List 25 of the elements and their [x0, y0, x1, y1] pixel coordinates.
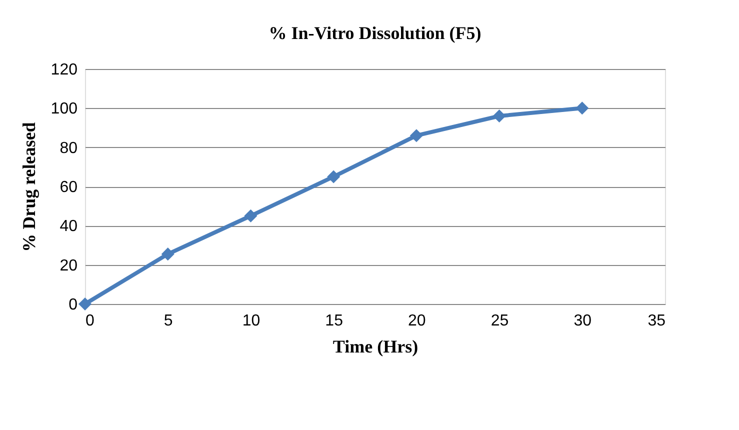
y-tick-label: 0	[68, 296, 78, 314]
x-tick-label: 5	[164, 312, 173, 330]
point	[244, 209, 258, 222]
y-tick-label: 60	[60, 179, 78, 196]
x-tick-label: 30	[574, 312, 592, 330]
y-tick-label: 100	[50, 100, 78, 118]
x-tick-label: 35	[648, 312, 666, 330]
x-axis-title: Time (Hrs)	[332, 336, 418, 356]
x-tick-label: 0	[86, 312, 94, 330]
point	[161, 248, 174, 261]
point	[492, 109, 506, 123]
x-tick-label: 15	[325, 312, 344, 330]
point	[327, 170, 340, 184]
chart-title: % In-Vitro Dissolution (F5)	[268, 23, 482, 43]
point	[78, 297, 92, 311]
y-tick-label: 20	[60, 257, 78, 274]
point	[576, 102, 589, 115]
x-tick-label: 10	[242, 312, 260, 330]
x-tick-label: 25	[490, 312, 509, 330]
point	[410, 129, 423, 142]
y-tick-label: 120	[50, 62, 78, 78]
y-tick-label: 40	[60, 218, 78, 236]
y-axis-title: % Drug released	[18, 122, 39, 252]
x-tick-label: 20	[408, 312, 426, 330]
y-tick-label: 80	[60, 140, 78, 157]
